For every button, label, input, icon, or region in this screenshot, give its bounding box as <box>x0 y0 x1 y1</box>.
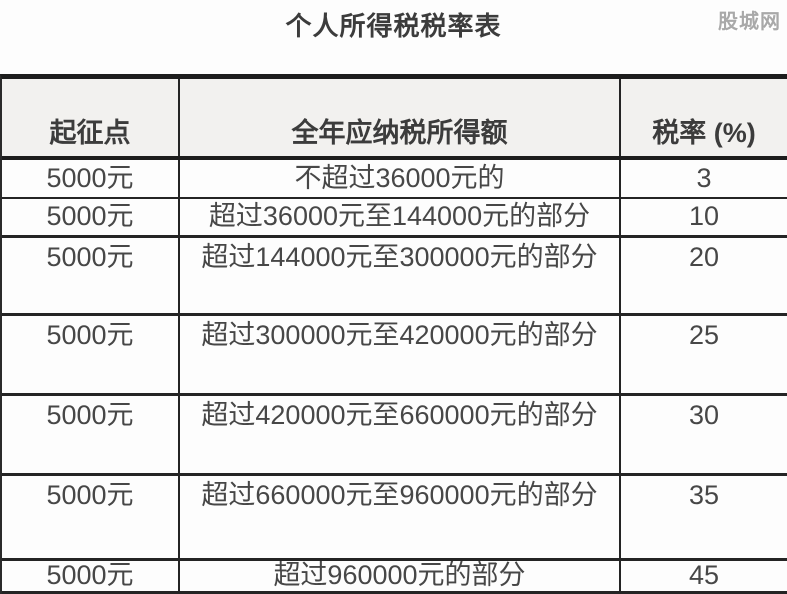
threshold-cell: 5000元 <box>2 238 180 313</box>
table-row: 5000元 超过144000元至300000元的部分 20 <box>2 238 787 316</box>
rate-cell: 3 <box>696 162 712 193</box>
rate-cell: 10 <box>688 201 720 232</box>
header-band: 个人所得税税率表 股城网 <box>0 0 787 74</box>
income-bracket-cell: 超过144000元至300000元的部分 <box>180 238 621 313</box>
threshold-cell: 5000元 <box>2 561 180 591</box>
table-row: 5000元 超过420000元至660000元的部分 30 <box>2 396 787 476</box>
page-title: 个人所得税税率表 <box>285 11 502 41</box>
table-row: 5000元 超过960000元的部分 45 <box>2 561 787 594</box>
threshold-cell: 5000元 <box>2 476 180 558</box>
income-bracket-cell: 超过420000元至660000元的部分 <box>180 396 621 473</box>
income-bracket-cell: 超过960000元的部分 <box>180 561 621 591</box>
threshold-cell: 5000元 <box>2 199 180 235</box>
threshold-cell: 5000元 <box>2 396 180 473</box>
table-row: 5000元 不超过36000元的 3 <box>2 160 787 199</box>
rate-cell: 30 <box>688 400 720 430</box>
table-row: 5000元 超过660000元至960000元的部分 35 <box>2 476 787 561</box>
income-bracket-cell: 超过300000元至420000元的部分 <box>180 316 621 393</box>
threshold-cell: 5000元 <box>2 160 180 197</box>
watermark-logo: 股城网 <box>718 11 781 33</box>
income-bracket-cell: 超过36000元至144000元的部分 <box>180 199 621 235</box>
rate-cell: 25 <box>688 320 720 350</box>
table-row: 5000元 超过36000元至144000元的部分 10 <box>2 199 787 238</box>
column-header-taxable-income: 全年应纳税所得额 <box>180 79 621 156</box>
table-row: 5000元 超过300000元至420000元的部分 25 <box>2 316 787 396</box>
income-bracket-cell: 超过660000元至960000元的部分 <box>180 476 621 558</box>
table-header-row: 起征点 全年应纳税所得额 税率 (%) <box>2 79 787 160</box>
income-bracket-cell: 不超过36000元的 <box>180 160 621 197</box>
column-header-rate: 税率 (%) <box>652 118 756 149</box>
threshold-cell: 5000元 <box>2 316 180 393</box>
rate-cell: 20 <box>688 242 720 272</box>
tax-rate-table: 起征点 全年应纳税所得额 税率 (%) 5000元 不超过36000元的 3 5… <box>0 74 787 594</box>
rate-cell: 35 <box>688 480 720 510</box>
rate-cell: 45 <box>688 561 720 591</box>
column-header-threshold: 起征点 <box>2 79 180 156</box>
